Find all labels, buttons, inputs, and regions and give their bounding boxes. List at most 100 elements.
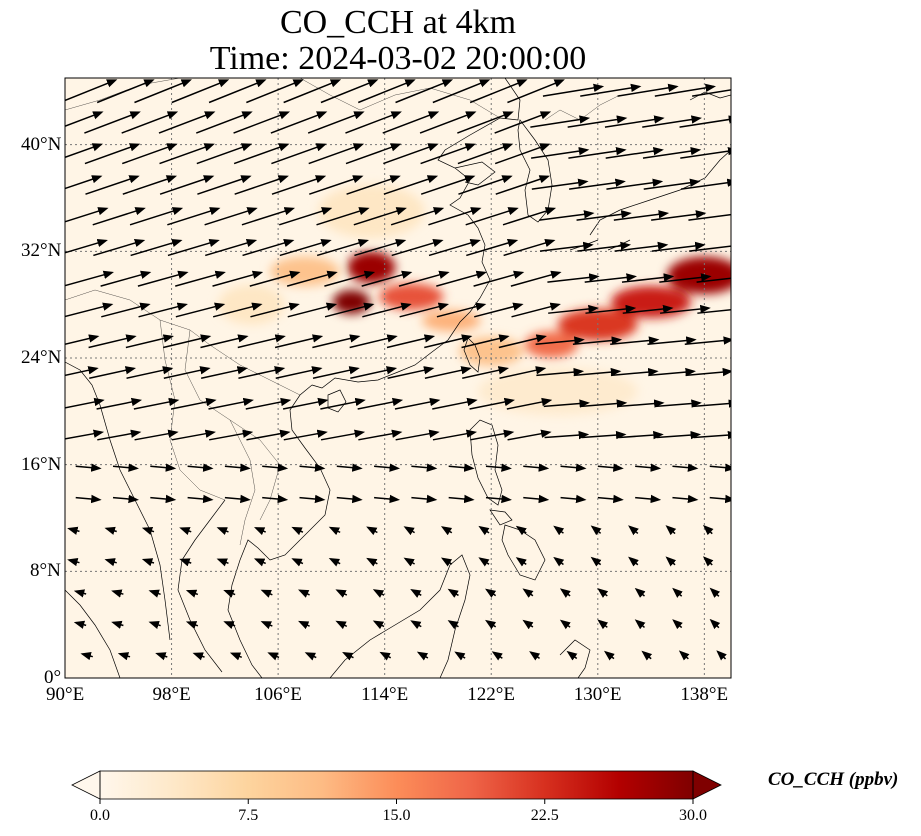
- wind-arrow: [454, 651, 466, 661]
- wind-arrow: [424, 334, 473, 349]
- wind-arrow: [590, 525, 602, 536]
- wind-arrow: [223, 621, 236, 630]
- wind-arrow: [312, 334, 361, 349]
- wind-arrow: [547, 273, 600, 283]
- wind-arrow: [304, 652, 317, 661]
- wind-arrow: [590, 556, 602, 567]
- wind-arrow: [196, 143, 253, 165]
- wind-arrow: [374, 494, 401, 504]
- wind-arrow: [171, 397, 217, 410]
- wind-arrow: [641, 650, 653, 661]
- wind-arrow: [241, 207, 296, 226]
- wind-arrow: [88, 334, 137, 349]
- wind-arrow: [233, 111, 291, 134]
- malay-coastline: [177, 499, 226, 673]
- wind-arrow: [470, 429, 515, 441]
- wind-arrow: [702, 556, 714, 567]
- wind-arrow: [126, 366, 174, 379]
- wind-arrow: [196, 111, 253, 134]
- wind-arrow: [316, 207, 370, 226]
- wind-arrow: [628, 556, 639, 567]
- wind-arrow: [651, 210, 707, 221]
- wind-arrow: [163, 366, 211, 379]
- wind-arrow: [345, 111, 402, 134]
- wind-arrow: [249, 270, 301, 287]
- wind-arrow: [158, 111, 216, 134]
- wind-arrow: [179, 558, 192, 567]
- wind-arrow: [539, 241, 594, 252]
- wind-arrow: [112, 494, 139, 504]
- wind-arrow: [581, 399, 628, 408]
- wind-arrow: [216, 558, 229, 567]
- wind-arrow: [485, 494, 512, 504]
- wind-arrow: [275, 366, 323, 379]
- wind-arrow: [100, 270, 152, 287]
- wind-arrow: [448, 494, 475, 504]
- wind-arrow: [187, 494, 214, 504]
- wind-arrow: [187, 463, 214, 472]
- colorbar-tick-label: 7.5: [238, 807, 259, 824]
- wind-arrow: [469, 397, 515, 410]
- wind-arrow: [75, 463, 102, 472]
- map-subtitle-time: Time: 2024-03-02 20:00:00: [209, 40, 587, 77]
- wind-arrow: [320, 79, 379, 104]
- wind-arrow: [466, 238, 519, 257]
- wind-arrow: [279, 238, 332, 257]
- wind-arrow: [506, 397, 553, 410]
- wind-arrow: [530, 115, 591, 128]
- wind-arrow: [65, 79, 118, 102]
- wind-arrow: [510, 270, 562, 287]
- wind-arrow: [312, 366, 360, 379]
- wind-arrow: [298, 589, 310, 598]
- myanmar-coastline: [65, 361, 171, 641]
- wind-arrow: [462, 366, 509, 379]
- wind-arrow: [621, 273, 675, 283]
- wind-arrow: [689, 245, 731, 252]
- wind-arrow: [291, 526, 304, 536]
- wind-arrow: [197, 175, 252, 195]
- wind-arrow: [542, 83, 605, 97]
- wind-arrow: [597, 588, 609, 598]
- wind-arrow: [267, 652, 280, 661]
- wind-arrow: [320, 429, 366, 441]
- wind-arrow: [544, 430, 590, 440]
- wind-arrow: [278, 207, 333, 226]
- wind-arrow: [192, 652, 205, 661]
- wind-arrow: [349, 334, 398, 349]
- concentration-plume: [379, 283, 444, 310]
- lat-tick-label: 16°N: [21, 453, 62, 475]
- wind-arrow: [97, 429, 142, 441]
- wind-arrow: [543, 399, 590, 408]
- wind-arrow: [101, 302, 151, 318]
- wind-arrow: [419, 111, 477, 134]
- wind-arrow: [679, 115, 731, 128]
- wind-arrow: [665, 556, 677, 567]
- visayas-coastline: [489, 509, 513, 526]
- lon-tick-label: 106°E: [254, 684, 302, 705]
- wind-arrow: [416, 651, 429, 661]
- wind-arrow: [358, 429, 403, 441]
- wind-arrow: [523, 463, 550, 472]
- lon-tick-label: 90°E: [46, 684, 85, 705]
- wind-arrow: [121, 111, 179, 134]
- wind-arrow: [75, 494, 102, 504]
- wind-arrow: [308, 143, 365, 165]
- wind-arrow: [372, 620, 385, 630]
- wind-arrow: [350, 366, 398, 379]
- wind-arrow: [366, 526, 378, 536]
- wind-arrow: [642, 146, 702, 159]
- wind-arrow: [383, 175, 439, 195]
- colorbar-tick-label: 0.0: [90, 807, 110, 824]
- wind-arrow: [282, 397, 329, 410]
- lat-tick-label: 32°N: [21, 240, 62, 262]
- colorbar-tick-label: 30.0: [679, 807, 707, 824]
- wind-arrow: [134, 79, 192, 104]
- wind-arrow: [112, 463, 139, 472]
- wind-arrow: [606, 178, 664, 190]
- wind-arrow: [692, 399, 731, 408]
- wind-arrow: [478, 557, 490, 567]
- wind-arrow: [250, 302, 300, 318]
- wind-arrow: [531, 178, 589, 190]
- wind-arrow: [536, 367, 585, 377]
- wind-arrow: [665, 525, 677, 536]
